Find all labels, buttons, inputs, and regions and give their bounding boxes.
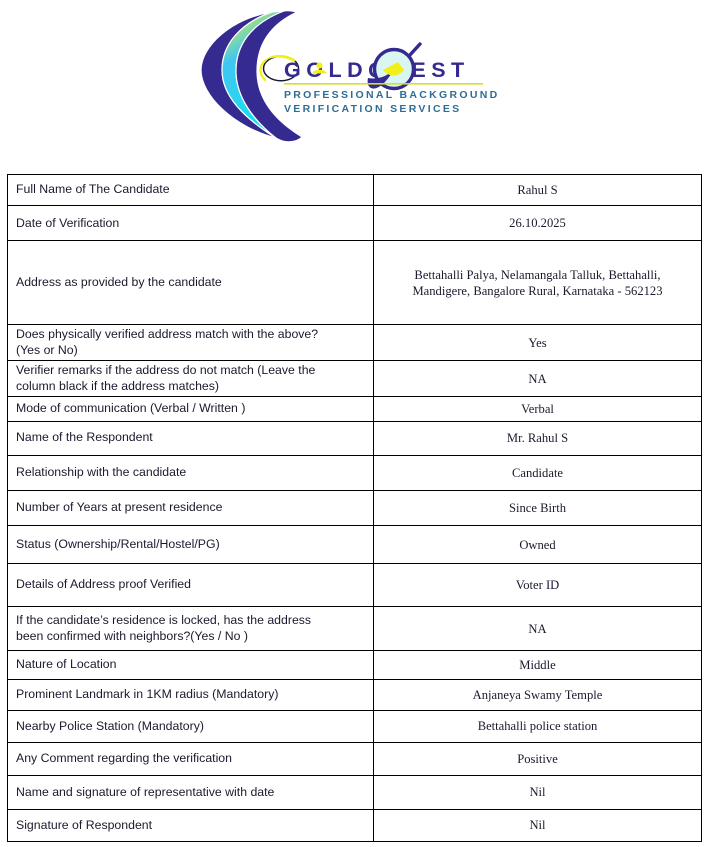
svg-text:VERIFICATION SERVICES: VERIFICATION SERVICES (284, 103, 461, 115)
svg-text:PROFESSIONAL BACKGROUND: PROFESSIONAL BACKGROUND (284, 89, 499, 101)
